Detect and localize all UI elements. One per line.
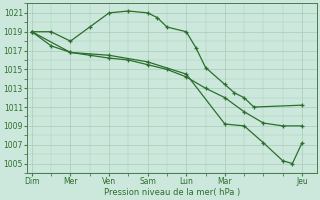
X-axis label: Pression niveau de la mer( hPa ): Pression niveau de la mer( hPa ) [104, 188, 240, 197]
